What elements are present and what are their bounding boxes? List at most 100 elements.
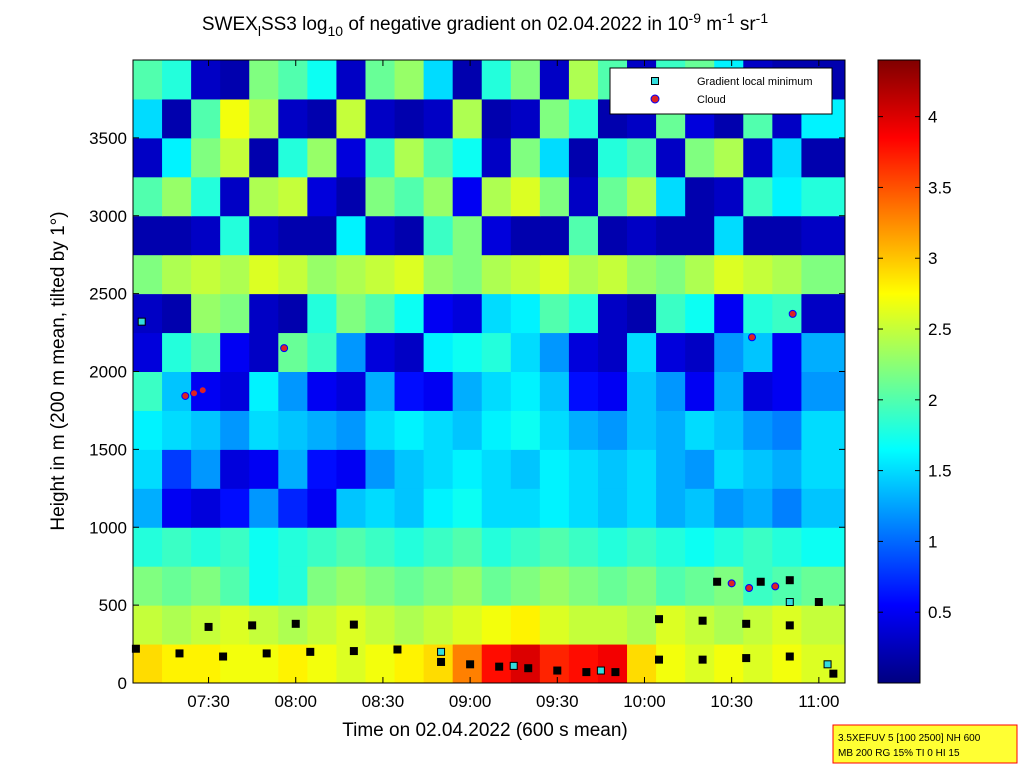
heatmap-cell [568, 98, 599, 139]
heatmap-cell [627, 293, 657, 334]
heatmap-cell [743, 176, 773, 217]
heatmap-cell [539, 137, 570, 178]
heatmap-cell [278, 215, 308, 256]
heatmap-cell [278, 566, 308, 606]
heatmap-cell [162, 215, 192, 256]
info-line: 3.5XEFUV 5 [100 2500] NH 600 [838, 733, 981, 744]
heatmap-cell [220, 449, 250, 489]
cloud-marker [748, 333, 757, 342]
heatmap-cell [539, 254, 570, 295]
heatmap-cell [394, 371, 425, 411]
heatmap-cell [597, 644, 628, 684]
heatmap-cell [481, 215, 512, 256]
marker [582, 668, 591, 677]
heatmap-cell [714, 644, 744, 684]
heatmap-cell [743, 137, 773, 178]
heatmap-cell [772, 176, 802, 217]
heatmap-cell [133, 98, 163, 139]
heatmap-cell [133, 449, 163, 489]
heatmap-cell [743, 410, 773, 450]
marker [655, 615, 664, 624]
x-tick-label: 09:30 [536, 692, 579, 711]
heatmap-cell [772, 332, 802, 372]
marker [262, 649, 271, 658]
heatmap-cell [220, 293, 250, 334]
heatmap-cell [394, 176, 425, 217]
heatmap-cell [191, 254, 221, 295]
heatmap-cell [627, 605, 657, 645]
heatmap-cell [539, 60, 570, 100]
heatmap-cell [627, 176, 657, 217]
heatmap-cell [743, 371, 773, 411]
heatmap-cell [162, 410, 192, 450]
heatmap-cell [365, 410, 396, 450]
heatmap-cell [307, 60, 337, 100]
heatmap-cell [539, 488, 570, 528]
heatmap-cell [133, 254, 163, 295]
cloud-marker [771, 582, 780, 591]
heatmap-cell [539, 98, 570, 139]
heatmap-cell [510, 449, 541, 489]
heatmap-cell [656, 254, 686, 295]
marker [175, 649, 184, 658]
heatmap-cell [249, 410, 279, 450]
marker [655, 655, 664, 664]
heatmap-cell [133, 410, 163, 450]
heatmap-cell [656, 488, 686, 528]
heatmap-cell [481, 527, 512, 567]
heatmap-cell [743, 215, 773, 256]
heatmap-cell [133, 293, 163, 334]
heatmap-cell [394, 527, 425, 567]
heatmap-cell [714, 527, 744, 567]
heatmap-cell [365, 488, 396, 528]
heatmap-cell [481, 137, 512, 178]
heatmap-cell [568, 566, 599, 606]
heatmap-cell [685, 137, 715, 178]
colorbar-tick-label: 2.5 [928, 320, 952, 339]
heatmap-cell [685, 566, 715, 606]
heatmap-cell [539, 176, 570, 217]
heatmap-cell [220, 176, 250, 217]
heatmap-cell [656, 449, 686, 489]
heatmap-cell [307, 254, 337, 295]
heatmap-cell [568, 644, 599, 684]
marker [137, 317, 146, 326]
heatmap-cell [307, 293, 337, 334]
heatmap-cell [714, 254, 744, 295]
heatmap-cell [191, 566, 221, 606]
heatmap-cell [656, 527, 686, 567]
heatmap-cell [133, 137, 163, 178]
marker [219, 652, 228, 661]
heatmap-cell [714, 605, 744, 645]
heatmap-cell [394, 566, 425, 606]
colorbar-tick-label: 1 [928, 532, 937, 551]
heatmap-cell [133, 488, 163, 528]
heatmap-cell [481, 566, 512, 606]
heatmap-cell [627, 410, 657, 450]
marker [698, 655, 707, 664]
heatmap-cell [481, 488, 512, 528]
marker [437, 657, 446, 666]
heatmap-cell [685, 293, 715, 334]
marker [742, 654, 751, 663]
y-tick-label: 1000 [89, 518, 127, 537]
heatmap-cell [365, 137, 396, 178]
heatmap-cell [249, 98, 279, 139]
heatmap-cell [772, 254, 802, 295]
heatmap-cell [307, 410, 337, 450]
marker [349, 620, 358, 629]
heatmap-cell [743, 527, 773, 567]
heatmap-cell [452, 332, 483, 372]
heatmap-cell [162, 137, 192, 178]
heatmap-cell [481, 449, 512, 489]
heatmap-cell [510, 410, 541, 450]
marker [785, 621, 794, 630]
marker [291, 619, 300, 628]
heatmap-cell [510, 293, 541, 334]
heatmap-cell [801, 371, 846, 411]
heatmap [133, 60, 846, 684]
x-tick-label: 10:30 [710, 692, 753, 711]
heatmap-cell [714, 176, 744, 217]
heatmap-cell [133, 527, 163, 567]
